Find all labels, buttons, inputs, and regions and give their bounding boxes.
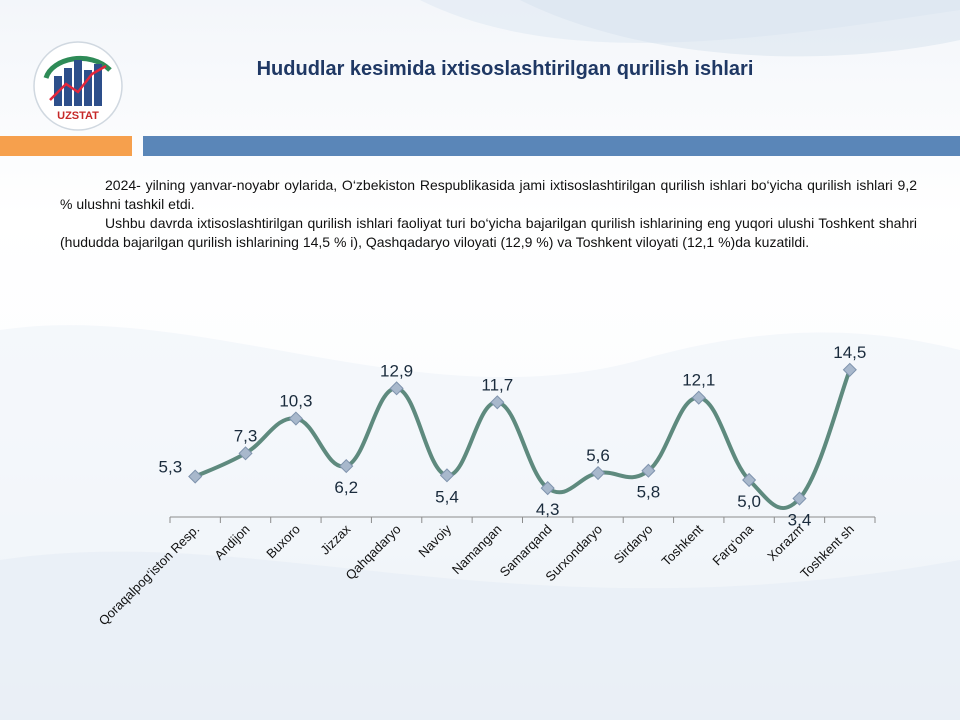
uzstat-logo: UZSTAT bbox=[33, 41, 123, 131]
value-label-0: 5,3 bbox=[159, 458, 183, 477]
value-label-2: 10,3 bbox=[279, 392, 312, 411]
summary-paragraph-1: 2024- yilning yanvar-noyabr oylarida, O‘… bbox=[60, 177, 917, 212]
value-label-7: 4,3 bbox=[536, 500, 560, 519]
value-label-12: 3,4 bbox=[788, 511, 812, 530]
data-point-12 bbox=[792, 491, 807, 506]
data-point-4 bbox=[389, 381, 404, 396]
value-label-11: 5,0 bbox=[737, 492, 761, 511]
category-label-3: Jizzax bbox=[317, 521, 353, 557]
data-point-5 bbox=[439, 468, 455, 483]
category-label-5: Navoiy bbox=[415, 521, 454, 560]
value-label-9: 5,8 bbox=[637, 483, 661, 502]
header-accent-bar-orange bbox=[0, 136, 132, 156]
value-label-4: 12,9 bbox=[380, 361, 413, 380]
category-label-0: Qoraqalpog‘iston Resp. bbox=[96, 522, 203, 629]
category-label-13: Toshkent sh bbox=[797, 522, 857, 582]
category-label-10: Toshkent bbox=[658, 521, 706, 569]
data-point-11 bbox=[742, 472, 757, 488]
data-point-9 bbox=[641, 463, 656, 478]
data-point-6 bbox=[490, 395, 505, 410]
summary-paragraph-2: Ushbu davrda ixtisoslashtirilgan qurilis… bbox=[60, 215, 917, 250]
value-label-5: 5,4 bbox=[435, 487, 459, 506]
value-label-10: 12,1 bbox=[682, 371, 715, 390]
value-label-3: 6,2 bbox=[334, 478, 358, 497]
page-title: Hududlar kesimida ixtisoslashtirilgan qu… bbox=[256, 58, 754, 80]
data-point-0 bbox=[188, 469, 203, 484]
category-labels: Qoraqalpog‘iston Resp. Andijon Buxoro Jizza… bbox=[96, 521, 857, 628]
category-label-1: Andijon bbox=[211, 522, 252, 563]
x-axis-ticks bbox=[169, 517, 876, 523]
value-label-1: 7,3 bbox=[234, 426, 258, 445]
header-accent-bar-blue bbox=[143, 136, 960, 156]
value-label-8: 5,6 bbox=[586, 446, 610, 465]
series-markers bbox=[188, 362, 857, 506]
category-label-2: Buxoro bbox=[263, 522, 303, 562]
category-label-12: Xorazm bbox=[764, 522, 806, 564]
value-label-6: 11,7 bbox=[481, 375, 513, 394]
data-point-8 bbox=[590, 465, 606, 481]
category-label-9: Sirdaryo bbox=[611, 522, 656, 567]
value-labels: 5,3 7,3 10,3 6,2 12,9 5,4 11,7 4,3 5,6 5,8 12,1 5,0… bbox=[159, 343, 867, 530]
data-point-13 bbox=[842, 362, 857, 377]
data-point-1 bbox=[238, 446, 253, 461]
data-point-10 bbox=[691, 390, 706, 405]
svg-text:UZSTAT: UZSTAT bbox=[57, 110, 99, 122]
data-point-2 bbox=[288, 411, 303, 426]
summary-text: 2024- yilning yanvar-noyabr oylarida, O‘… bbox=[60, 176, 917, 252]
data-point-3 bbox=[339, 459, 354, 474]
value-label-13: 14,5 bbox=[833, 343, 866, 362]
data-point-7 bbox=[540, 481, 555, 496]
category-label-11: Farg‘ona bbox=[709, 521, 756, 568]
